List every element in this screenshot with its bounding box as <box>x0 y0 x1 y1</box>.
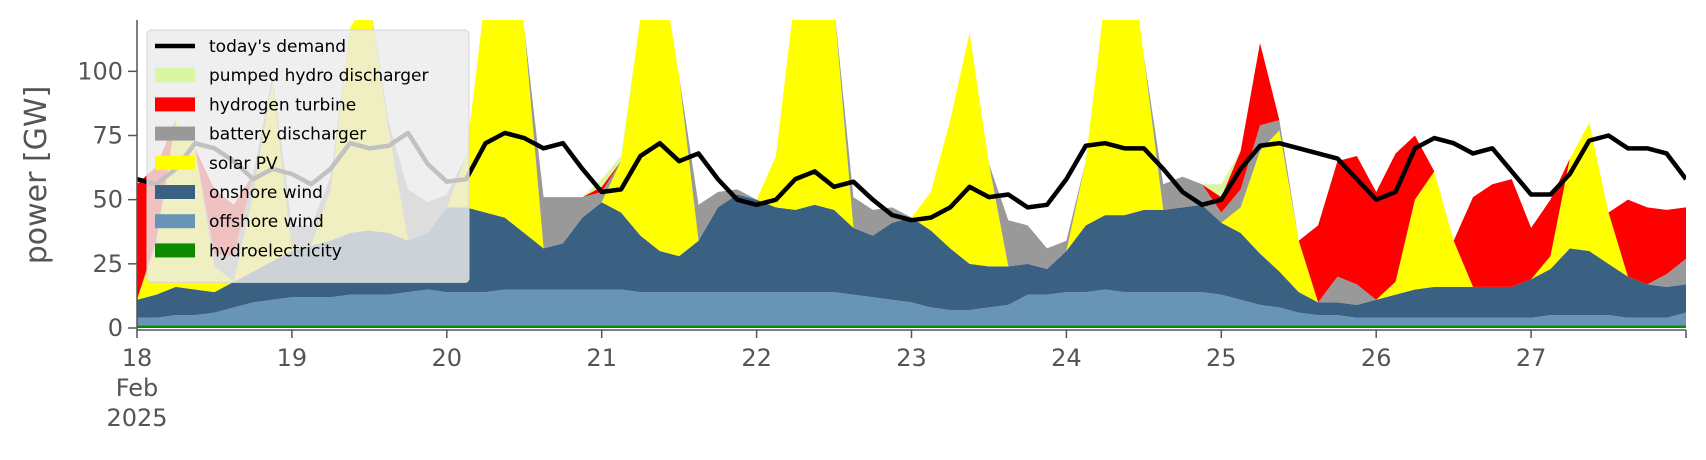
legend-label: onshore wind <box>209 183 323 203</box>
legend-swatch <box>155 155 195 170</box>
stacked-areas <box>137 20 1686 328</box>
y-tick-label: 0 <box>108 314 123 342</box>
x-tick-label: 27 <box>1516 344 1547 372</box>
legend-box <box>146 29 470 283</box>
legend-swatch <box>155 243 195 258</box>
x-tick-label: 22 <box>741 344 772 372</box>
y-tick-label: 25 <box>92 250 123 278</box>
legend-swatch <box>155 214 195 229</box>
legend-swatch <box>155 97 195 112</box>
legend-label: battery discharger <box>209 125 366 145</box>
x-tick-label: 18 <box>122 344 153 372</box>
y-tick-label: 50 <box>92 186 123 214</box>
legend-label: offshore wind <box>209 212 324 232</box>
area-hydrogen-turbine <box>137 20 1686 303</box>
legend-label: pumped hydro discharger <box>209 66 428 86</box>
legend-label: hydroelectricity <box>209 241 342 261</box>
x-tick-label: 19 <box>277 344 308 372</box>
x-tick-label: 20 <box>432 344 463 372</box>
y-axis-title: power [GW] <box>19 86 54 265</box>
area-onshore-wind <box>137 194 1686 318</box>
x-tick-label: 24 <box>1051 344 1082 372</box>
legend-label: today's demand <box>209 37 346 57</box>
area-hydroelectricity <box>137 325 1686 328</box>
x-tick-label: 25 <box>1206 344 1237 372</box>
legend-label: hydrogen turbine <box>209 95 356 115</box>
area-offshore-wind <box>137 289 1686 326</box>
y-tick-label: 100 <box>77 57 123 85</box>
legend: today's demand pumped hydro discharger hyd… <box>146 29 470 283</box>
x-tick-sublabel: 2025 <box>106 404 167 432</box>
x-tick-label: 23 <box>896 344 927 372</box>
x-tick-label: 26 <box>1361 344 1392 372</box>
x-tick-label: 21 <box>586 344 617 372</box>
legend-swatch <box>155 185 195 199</box>
y-tick-label: 75 <box>92 122 123 150</box>
legend-swatch <box>155 68 195 83</box>
area-solar-pv <box>137 20 1686 305</box>
x-tick-sublabel: Feb <box>116 374 159 402</box>
legend-label: solar PV <box>209 154 278 174</box>
legend-swatch <box>155 126 195 141</box>
